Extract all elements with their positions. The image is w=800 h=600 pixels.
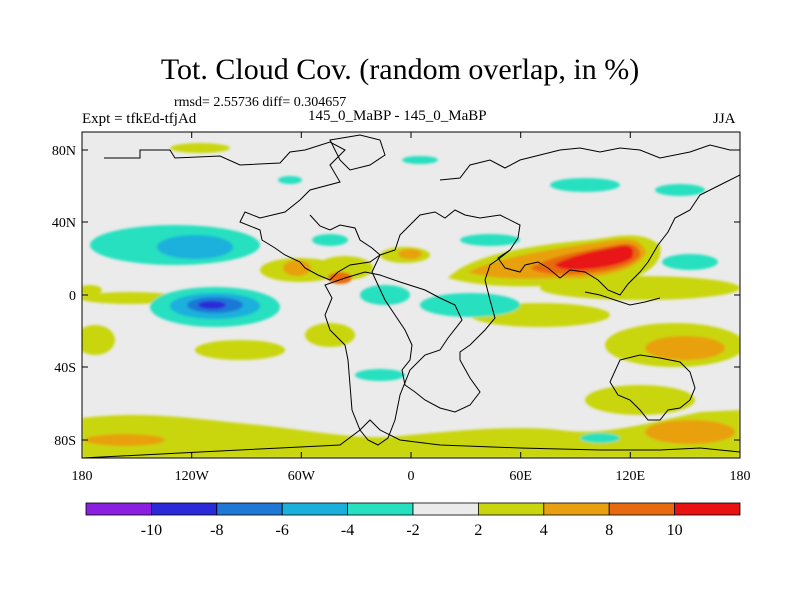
colorbar-labels: -10 -8 -6 -4 -2 2 4 8 10 [141,522,683,539]
comparison-label: 145_0_MaBP - 145_0_MaBP [308,108,487,124]
contour-siberia-cyan-2 [655,184,705,196]
contour-pacific-south-yellow [195,340,285,360]
contour-south-band-yellow [82,410,740,458]
coast-north-america [104,141,381,281]
contour-siberia-cyan [550,178,620,192]
x-axis [81,132,741,458]
y-tick-label-4: 80S [54,434,76,449]
colorbar-label-4: -2 [406,522,419,539]
y-tick-label-3: 40S [54,361,76,376]
contour-guinea-cyan [360,285,410,305]
contour-west-south-yellow [82,325,115,355]
contour-arctic-cyan [402,156,438,164]
colorbar-label-8: 10 [667,522,683,539]
contour-indian-south-orange [645,336,725,360]
x-tick-label-1: 120W [175,469,210,484]
coast-europe-africa [371,209,521,413]
contour-northwest-cyan [278,176,302,184]
colorbar-swatch-9 [674,502,741,516]
colorbar-label-7: 8 [605,522,613,539]
colorbar-label-1: -8 [210,522,223,539]
colorbar-swatch-8 [608,502,676,516]
x-tick-label-2: 60W [288,469,316,484]
colorbar-label-6: 4 [540,522,548,539]
coast-greenland [329,134,386,171]
contour-west-pacific-cyan [662,254,718,270]
contour-africa-orange [398,249,422,259]
contour-south-atlantic-yellow [585,385,695,415]
y-tick-label-2: 0 [69,289,76,304]
contour-pacific-south-yellow-2 [305,323,355,347]
colorbar-swatch-0 [85,502,152,516]
y-tick-label-0: 80N [52,144,76,159]
colorbar-swatch-5 [412,502,479,516]
coast-asia [439,144,740,296]
stats-line: rmsd= 2.55736 diff= 0.304657 [174,95,347,110]
colorbar-label-5: 2 [474,522,482,539]
colorbar-label-0: -10 [141,522,162,539]
colorbar-swatch-2 [216,502,283,516]
y-axis-labels: 80N 40N 0 40S 80S [52,144,76,449]
contour-south-orange-1 [85,434,165,446]
colorbar-label-2: -6 [276,522,289,539]
contour-north-atlantic-cyan [312,234,348,246]
coastlines [82,134,740,458]
contour-south-orange-2 [645,420,735,444]
contour-south-cyan [580,433,620,443]
contour-arabian-cyan [420,293,520,317]
contour-asia-red [555,245,634,270]
colorbar-swatch-6 [477,502,545,516]
experiment-label: Expt = tfkEd-tfjAd [82,111,197,127]
colorbar-swatch-3 [281,502,349,516]
coast-south-america [324,271,463,446]
colorbar [85,502,741,516]
contour-npacific-lightblue [157,235,233,259]
y-axis [82,149,740,441]
contour-arctic-yellow [170,143,230,153]
coast-antarctica [82,419,740,458]
x-tick-label-4: 60E [509,469,532,484]
x-tick-label-0: 180 [72,469,93,484]
contour-central-america-orange [283,260,311,276]
colorbar-swatch-4 [347,502,414,516]
colorbar-swatch-7 [543,502,610,516]
contour-atlantic-orange [328,272,352,284]
season-label: JJA [713,111,736,127]
x-axis-labels: 180 120W 60W 0 60E 120E 180 [72,469,751,484]
x-tick-label-3: 0 [408,469,415,484]
contour-fields [82,143,740,458]
colorbar-swatch-1 [150,502,218,516]
map-title: Tot. Cloud Cov. (random overlap, in %) [160,53,640,86]
x-tick-label-6: 180 [730,469,751,484]
y-tick-label-1: 40N [52,216,76,231]
coast-australia [609,354,696,421]
x-tick-label-5: 120E [616,469,646,484]
contour-pacific-east-yellow [82,285,102,295]
contour-southern-cyan [355,369,405,381]
contour-east-asia-cyan [460,234,520,246]
contour-tpacific-darkblue [198,301,226,309]
coast-indonesia [584,291,661,306]
colorbar-label-3: -4 [341,522,354,539]
